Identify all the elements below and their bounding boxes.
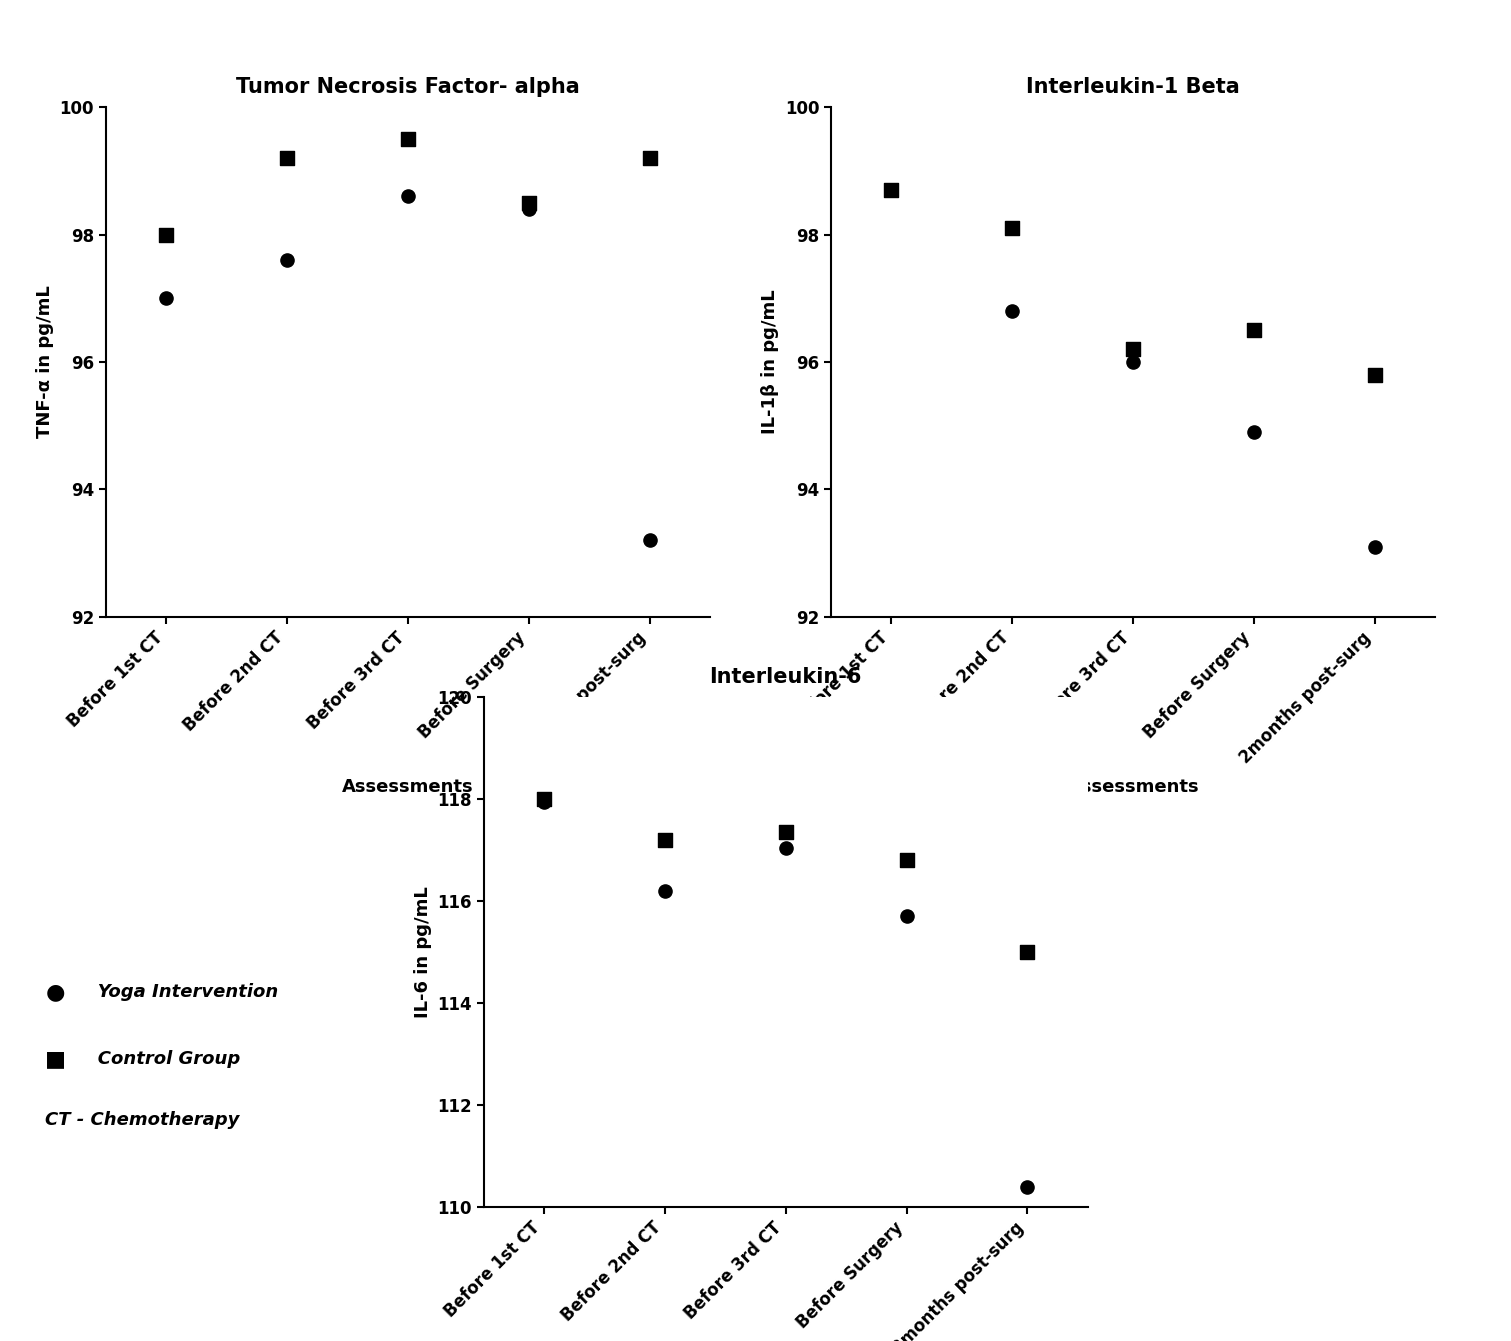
Point <box>1121 338 1145 359</box>
Point <box>774 822 798 843</box>
Point <box>638 148 662 169</box>
Point <box>1242 319 1266 341</box>
Title: Interleukin-6: Interleukin-6 <box>710 668 861 688</box>
Point <box>154 224 178 245</box>
Point <box>1015 941 1040 963</box>
X-axis label: Assessments: Assessments <box>341 778 474 797</box>
Point <box>1000 217 1024 239</box>
Point <box>879 180 904 201</box>
Y-axis label: IL-6 in pg/mL: IL-6 in pg/mL <box>414 886 432 1018</box>
Y-axis label: TNF-α in pg/mL: TNF-α in pg/mL <box>36 286 54 439</box>
Text: CT - Chemotherapy: CT - Chemotherapy <box>45 1110 240 1129</box>
Point <box>275 148 299 169</box>
Point <box>1242 421 1266 443</box>
Text: ●: ● <box>45 983 65 1002</box>
Point <box>517 192 541 213</box>
Point <box>638 530 662 551</box>
Point <box>275 249 299 271</box>
Point <box>1363 365 1387 386</box>
Title: Interleukin-1 Beta: Interleukin-1 Beta <box>1026 78 1241 98</box>
Text: ■: ■ <box>45 1050 66 1069</box>
Point <box>1015 1176 1040 1198</box>
Point <box>653 829 677 850</box>
Point <box>895 905 919 927</box>
Point <box>517 198 541 220</box>
Text: Yoga Intervention: Yoga Intervention <box>79 983 278 1002</box>
Y-axis label: IL-1β in pg/mL: IL-1β in pg/mL <box>762 290 780 434</box>
Point <box>396 186 420 208</box>
Point <box>653 880 677 901</box>
Point <box>532 789 556 810</box>
Point <box>1000 300 1024 322</box>
Point <box>774 837 798 858</box>
Point <box>1363 536 1387 558</box>
Point <box>532 791 556 813</box>
Title: Tumor Necrosis Factor- alpha: Tumor Necrosis Factor- alpha <box>236 78 580 98</box>
Point <box>895 850 919 872</box>
Text: Control Group: Control Group <box>79 1050 240 1069</box>
X-axis label: Assessments: Assessments <box>1067 778 1200 797</box>
Point <box>879 180 904 201</box>
Point <box>396 129 420 150</box>
Point <box>154 287 178 308</box>
Point <box>1121 351 1145 373</box>
